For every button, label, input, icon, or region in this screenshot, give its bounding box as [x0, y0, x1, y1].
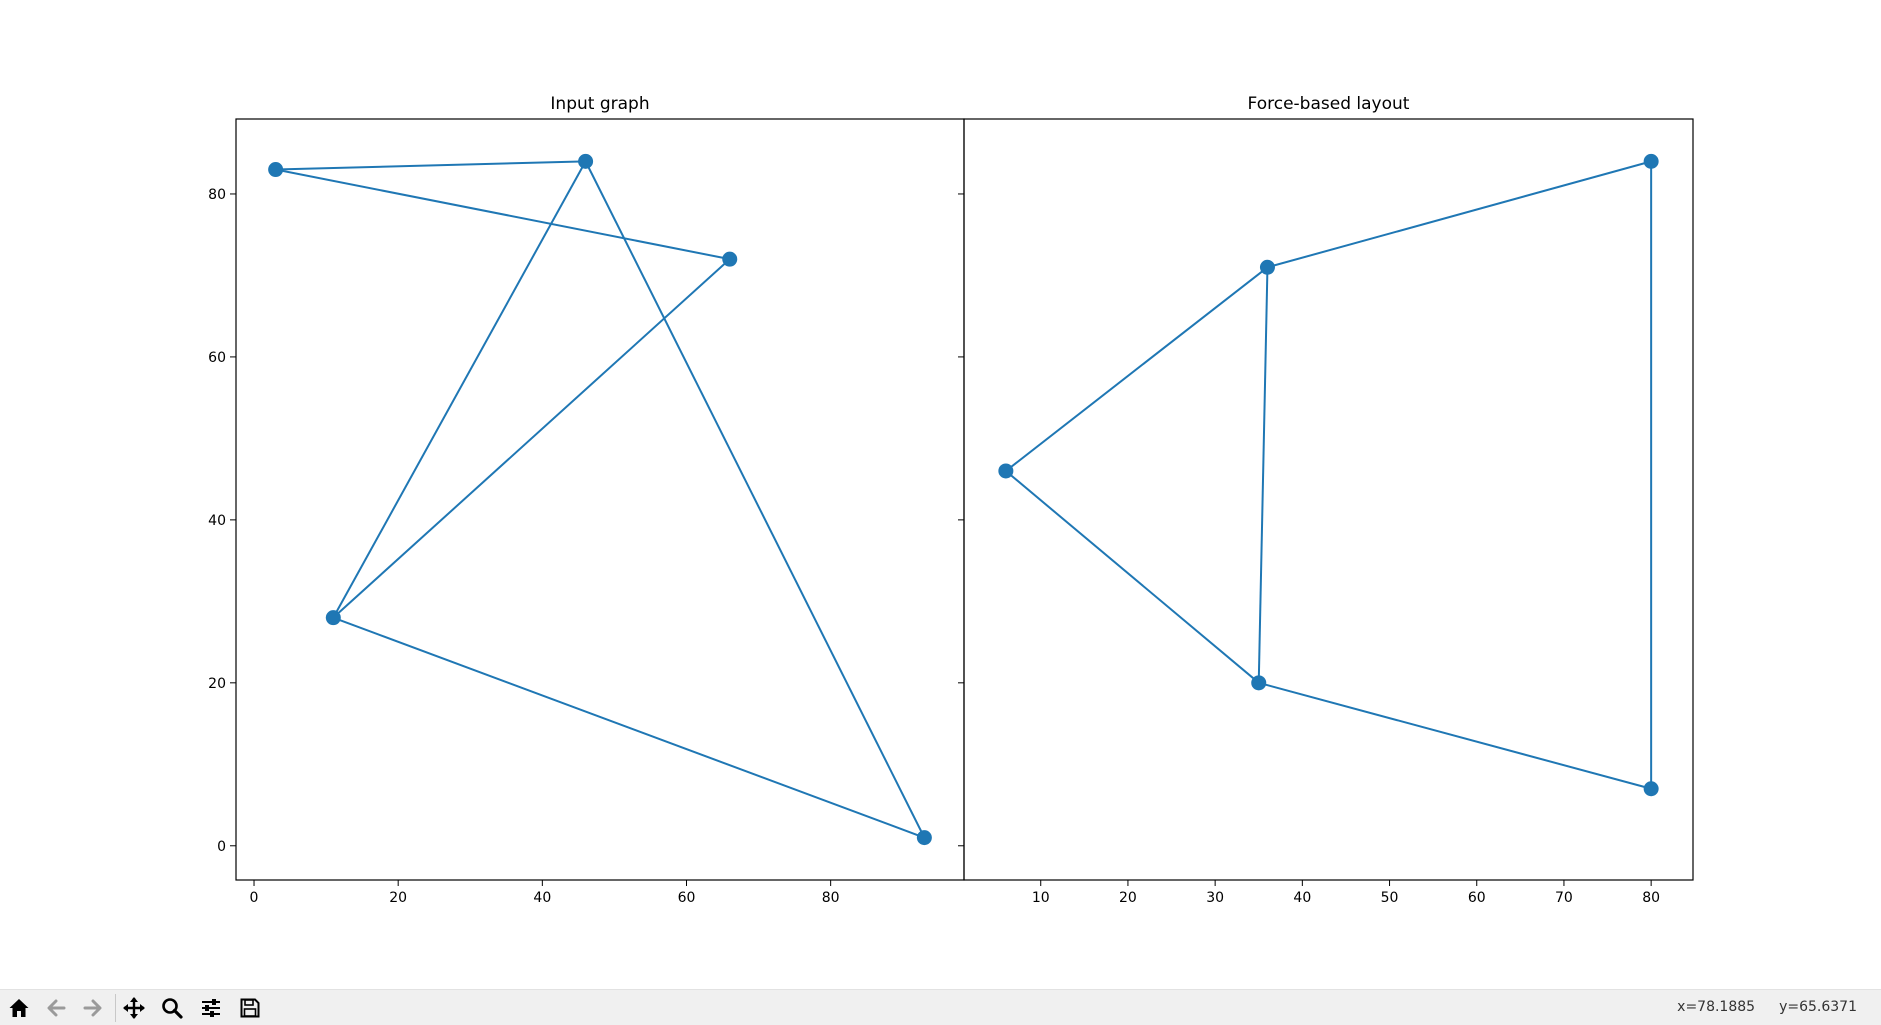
subplot-title: Input graph — [550, 94, 649, 114]
y-tick-label: 20 — [208, 676, 226, 692]
y-tick-label: 40 — [208, 513, 226, 529]
graph-edge — [1258, 681, 1652, 790]
configure-subplots-button[interactable] — [196, 995, 226, 1021]
x-tick-label: 60 — [678, 890, 696, 906]
cursor-coordinates: x=78.1885 y=65.6371 — [1677, 999, 1857, 1015]
x-tick-label: 60 — [1468, 890, 1486, 906]
graph-edge — [584, 160, 926, 839]
pan-button[interactable] — [119, 995, 149, 1021]
y-tick-label: 60 — [208, 350, 226, 366]
home-button[interactable] — [4, 995, 34, 1021]
sliders-icon — [202, 999, 220, 1017]
graph-node — [998, 463, 1014, 479]
graph-node — [1643, 153, 1659, 169]
x-tick-label: 10 — [1032, 890, 1050, 906]
graph-edge — [1005, 266, 1269, 472]
graph-edge — [332, 160, 587, 619]
graph-node — [578, 153, 594, 169]
x-tick-label: 80 — [822, 890, 840, 906]
graph-node — [916, 830, 932, 846]
x-tick-label: 70 — [1555, 890, 1573, 906]
cursor-x-readout: x=78.1885 — [1677, 999, 1756, 1015]
axes-frame — [963, 118, 1694, 881]
back-arrow-icon — [47, 999, 66, 1017]
graph-node — [325, 610, 341, 626]
zoom-button[interactable] — [157, 995, 187, 1021]
x-tick-label: 30 — [1206, 890, 1224, 906]
graph-edge — [275, 168, 730, 261]
x-tick-label: 80 — [1642, 890, 1660, 906]
graph-edge — [332, 616, 925, 839]
x-tick-label: 50 — [1381, 890, 1399, 906]
forward-button[interactable] — [78, 995, 108, 1021]
magnifier-icon — [162, 998, 183, 1019]
subplot-1: 0 20 40 60 80 0 20 40 60 80 Input graph — [208, 94, 965, 906]
subplot-2: 10 20 30 40 50 60 70 80 Force-based layout — [958, 94, 1694, 906]
save-button[interactable] — [235, 995, 265, 1021]
y-tick-label: 0 — [217, 839, 226, 855]
toolbar-separator — [115, 994, 116, 1022]
graph-node — [268, 162, 284, 178]
back-button[interactable] — [41, 995, 71, 1021]
graph-node — [1259, 259, 1275, 275]
forward-arrow-icon — [83, 999, 102, 1017]
x-tick-label: 40 — [533, 890, 551, 906]
graph-edge — [1257, 267, 1269, 683]
x-tick-label: 20 — [1119, 890, 1137, 906]
subplot-title: Force-based layout — [1248, 94, 1410, 114]
floppy-disk-icon — [240, 998, 260, 1018]
figure-canvas: 0 20 40 60 80 0 20 40 60 80 Input graph 10 20 30 40 50 6… — [208, 94, 1694, 906]
x-tick-label: 40 — [1293, 890, 1311, 906]
move-icon — [123, 997, 145, 1019]
graph-edge — [1005, 470, 1260, 684]
x-tick-label: 0 — [250, 890, 259, 906]
y-tick-label: 80 — [208, 187, 226, 203]
graph-node — [1643, 781, 1659, 797]
cursor-y-readout: y=65.6371 — [1779, 999, 1857, 1015]
graph-edge — [275, 160, 586, 171]
graph-edge — [1267, 160, 1652, 269]
graph-node — [1251, 675, 1267, 691]
graph-node — [722, 251, 738, 267]
home-icon — [9, 999, 29, 1017]
graph-edge — [332, 258, 731, 619]
navigation-toolbar: x=78.1885 y=65.6371 — [0, 989, 1881, 1025]
x-tick-label: 20 — [389, 890, 407, 906]
